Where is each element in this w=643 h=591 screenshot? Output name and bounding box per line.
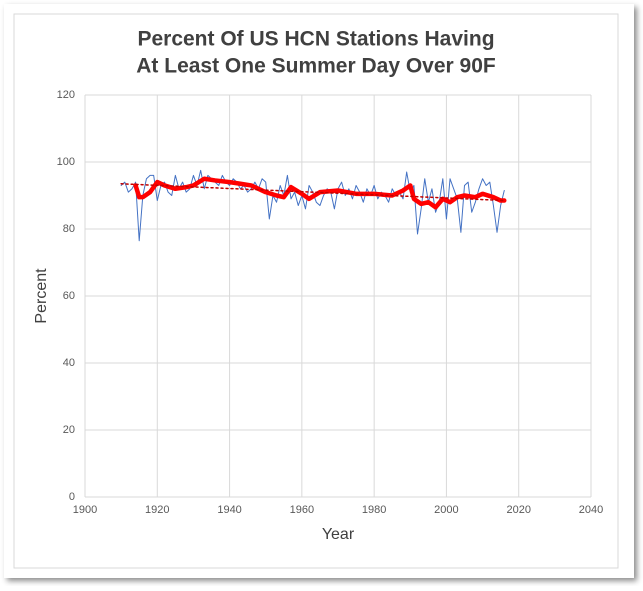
data-line bbox=[133, 176, 507, 210]
x-tick-label: 1900 bbox=[73, 504, 97, 516]
x-tick-label: 1940 bbox=[217, 504, 241, 516]
x-tick-label: 1980 bbox=[362, 504, 386, 516]
chart-title: Percent Of US HCN Stations Having bbox=[137, 28, 494, 51]
y-tick-label: 20 bbox=[63, 424, 75, 436]
data-line bbox=[120, 183, 506, 202]
y-tick-label: 0 bbox=[69, 491, 75, 503]
chart-area bbox=[13, 13, 619, 569]
y-tick-label: 120 bbox=[57, 89, 75, 101]
x-tick-label: 2000 bbox=[434, 504, 458, 516]
x-tick-label: 2020 bbox=[506, 504, 530, 516]
y-axis-label: Percent bbox=[33, 268, 50, 324]
y-tick-label: 60 bbox=[63, 290, 75, 302]
x-axis-label: Year bbox=[322, 526, 355, 543]
y-tick-label: 40 bbox=[63, 357, 75, 369]
x-tick-label: 1960 bbox=[290, 504, 314, 516]
x-tick-label: 1920 bbox=[145, 504, 169, 516]
y-tick-label: 100 bbox=[57, 156, 75, 168]
y-tick-label: 80 bbox=[63, 223, 75, 235]
x-tick-label: 2040 bbox=[579, 504, 603, 516]
chart-subtitle: At Least One Summer Day Over 90F bbox=[136, 55, 496, 78]
